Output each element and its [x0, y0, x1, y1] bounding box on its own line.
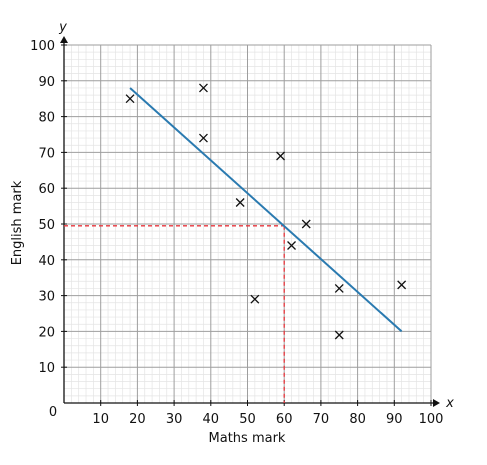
data-point-cross — [287, 241, 296, 250]
data-points — [125, 83, 407, 340]
data-point-cross — [199, 83, 208, 93]
x-axis-arrowhead — [433, 399, 440, 407]
y-axis-arrowhead — [60, 36, 68, 43]
y-tick-label: 80 — [38, 111, 55, 126]
data-point-cross — [250, 294, 260, 304]
x-tick-label: 10 — [92, 412, 109, 427]
best-fit-line-group — [129, 87, 403, 333]
y-tick-label: 70 — [38, 146, 55, 161]
x-axis-letter: x — [445, 396, 454, 411]
y-tick-label: 10 — [38, 361, 55, 376]
data-point-cross — [301, 219, 311, 229]
data-point-cross — [199, 133, 208, 143]
x-tick-label: 20 — [129, 412, 146, 427]
y-tick-label: 50 — [38, 218, 55, 233]
y-tick-label: 30 — [38, 290, 55, 305]
data-point-cross — [276, 151, 285, 161]
x-tick-label: 80 — [349, 412, 366, 427]
data-point-cross — [334, 283, 344, 293]
x-tick-label: 50 — [239, 412, 256, 427]
y-axis-letter: y — [58, 20, 67, 35]
best-fit-line — [129, 87, 403, 333]
x-tick-label: 60 — [276, 412, 293, 427]
x-axis-label: Maths mark — [209, 431, 286, 446]
y-tick-labels: 10 20 30 40 50 60 70 80 90 100 — [30, 39, 55, 376]
major-gridlines — [63, 44, 432, 404]
data-point-cross — [334, 330, 344, 340]
y-tick-label: 90 — [38, 75, 55, 90]
x-tick-label: 90 — [386, 412, 403, 427]
origin-label: 0 — [49, 405, 57, 420]
x-tick-label: 30 — [166, 412, 183, 427]
x-tick-label: 100 — [419, 412, 444, 427]
y-tick-label: 60 — [38, 182, 55, 197]
y-tick-label: 20 — [38, 325, 55, 340]
x-tick-labels: 10 20 30 40 50 60 70 80 90 100 — [92, 412, 443, 427]
y-tick-label: 40 — [38, 254, 55, 269]
data-point-cross — [125, 94, 135, 104]
x-tick-label: 40 — [203, 412, 220, 427]
y-tick-label: 100 — [30, 39, 55, 54]
reading-lines — [64, 225, 285, 403]
y-axis-label: English mark — [10, 180, 25, 265]
data-point-cross — [397, 280, 407, 290]
data-point-cross — [235, 198, 245, 207]
axes — [60, 36, 440, 407]
x-tick-label: 70 — [313, 412, 330, 427]
